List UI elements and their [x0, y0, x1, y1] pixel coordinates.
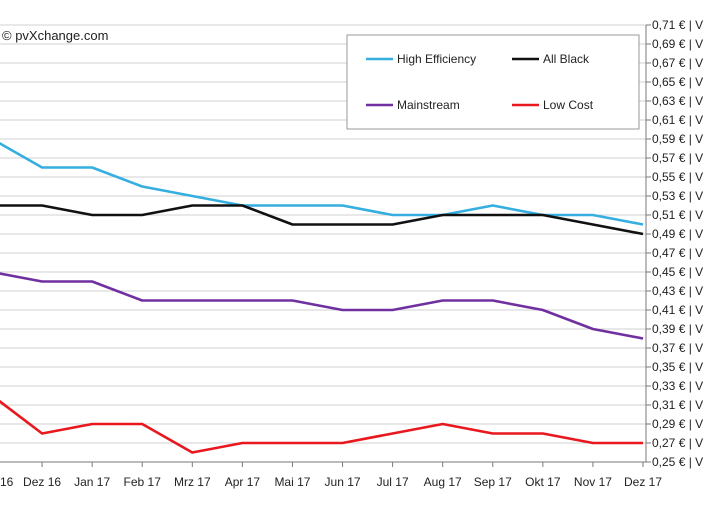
- y-tick-label: 0,47 € | V: [652, 246, 703, 260]
- y-tick-label: 0,37 € | V: [652, 341, 703, 355]
- legend-label: Mainstream: [397, 98, 460, 112]
- y-tick-label: 0,55 € | V: [652, 170, 703, 184]
- y-tick-label: 0,49 € | V: [652, 227, 703, 241]
- y-tick-label: 0,45 € | V: [652, 265, 703, 279]
- x-tick-label: Jun 17: [325, 475, 361, 489]
- x-tick-label: Apr 17: [225, 475, 261, 489]
- legend-box: [346, 34, 640, 130]
- y-tick-label: 0,61 € | V: [652, 113, 703, 127]
- x-tick-label: Aug 17: [424, 475, 462, 489]
- series-line-low-cost: [0, 399, 643, 454]
- y-tick-label: 0,59 € | V: [652, 132, 703, 146]
- y-tick-label: 0,67 € | V: [652, 56, 703, 70]
- copyright-notice: © pvXchange.com: [2, 28, 108, 43]
- series-line-mainstream: [0, 272, 644, 340]
- x-tick-label: 16: [0, 475, 14, 489]
- x-tick-label: Jul 17: [377, 475, 409, 489]
- y-tick-label: 0,29 € | V: [652, 417, 703, 431]
- legend: High Efficiency All Black Mainstream Low Co…: [346, 34, 640, 130]
- y-tick-label: 0,53 € | V: [652, 189, 703, 203]
- legend-label: High Efficiency: [397, 52, 476, 66]
- y-tick-label: 0,31 € | V: [652, 398, 703, 412]
- y-tick-label: 0,57 € | V: [652, 151, 703, 165]
- y-tick-label: 0,65 € | V: [652, 75, 703, 89]
- y-tick-label: 0,41 € | V: [652, 303, 703, 317]
- y-tick-label: 0,35 € | V: [652, 360, 703, 374]
- y-tick-label: 0,71 € | V: [652, 18, 703, 32]
- legend-label: Low Cost: [543, 98, 594, 112]
- x-tick-label: Feb 17: [124, 475, 162, 489]
- series-line-all-black: [0, 204, 644, 236]
- x-tick-label: Nov 17: [574, 475, 612, 489]
- series-line-high-efficiency: [0, 142, 644, 226]
- y-tick-label: 0,63 € | V: [652, 94, 703, 108]
- y-tick-label: 0,51 € | V: [652, 208, 703, 222]
- x-tick-label: Mrz 17: [174, 475, 211, 489]
- y-tick-label: 0,33 € | V: [652, 379, 703, 393]
- y-axis: 0,25 € | V 0,27 € | V 0,29 € | V 0,31 € | V…: [645, 18, 703, 469]
- y-tick-label: 0,25 € | V: [652, 455, 703, 469]
- x-tick-label: Sep 17: [474, 475, 512, 489]
- y-tick-label: 0,43 € | V: [652, 284, 703, 298]
- y-tick-label: 0,27 € | V: [652, 436, 703, 450]
- series-lines: [0, 142, 644, 454]
- x-axis: 16 Dez 16 Jan 17 Feb 17 Mrz 17 Apr 17 Mai 17 Ju…: [0, 461, 662, 489]
- legend-label: All Black: [543, 52, 590, 66]
- y-tick-label: 0,39 € | V: [652, 322, 703, 336]
- x-tick-label: Mai 17: [274, 475, 310, 489]
- x-tick-label: Jan 17: [74, 475, 110, 489]
- x-tick-label: Dez 17: [624, 475, 662, 489]
- x-tick-label: Okt 17: [525, 475, 561, 489]
- x-tick-label: Dez 16: [23, 475, 61, 489]
- y-tick-label: 0,69 € | V: [652, 37, 703, 51]
